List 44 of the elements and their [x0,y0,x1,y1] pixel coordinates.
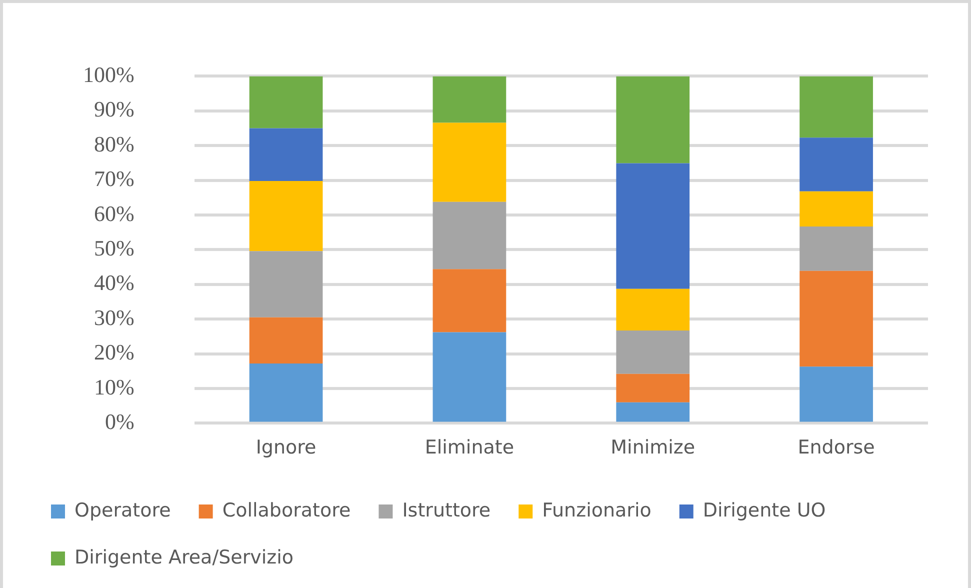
bar [800,366,873,422]
legend-label: Funzionario [542,499,652,522]
x-tick-label: Eliminate [424,436,514,459]
y-tick-label: 0% [105,408,134,434]
bar [432,332,506,422]
y-tick-label: 60% [94,200,134,226]
legend-label: Istruttore [402,499,491,522]
y-tick-label: 40% [94,270,134,296]
bar [800,226,873,271]
bar [616,402,690,422]
bar [432,202,506,270]
bar [800,138,873,192]
x-tick-label: Ignore [256,436,316,459]
legend-label: Dirigente UO [702,499,826,522]
bar [616,288,690,331]
bar [616,76,690,164]
x-tick-label: Minimize [610,436,696,459]
y-tick-label: 90% [94,96,134,122]
bar [616,330,690,374]
bar [616,163,690,289]
y-tick-label: 10% [94,374,134,400]
bar [249,180,323,252]
x-tick-label: Endorse [798,436,875,459]
y-tick-label: 70% [94,166,134,192]
bar [800,76,873,138]
y-tick-label: 80% [94,131,134,156]
bar [249,364,323,422]
bar [249,128,323,181]
legend-label: Dirigente Area/Servizio [74,546,294,568]
bar [249,251,323,318]
bar [249,317,323,364]
y-tick-label: 30% [94,304,134,330]
bar [432,269,506,332]
y-tick-label: 20% [94,340,134,365]
bar [432,76,506,123]
bar [432,122,506,202]
y-tick-label: 50% [94,235,134,260]
legend-label: Collaboratore [222,499,351,522]
y-tick-label: 100% [83,62,134,87]
bar [249,76,323,128]
bar [616,374,690,402]
legend-label: Operatore [74,499,171,522]
bar [800,270,873,367]
bar [800,191,873,226]
